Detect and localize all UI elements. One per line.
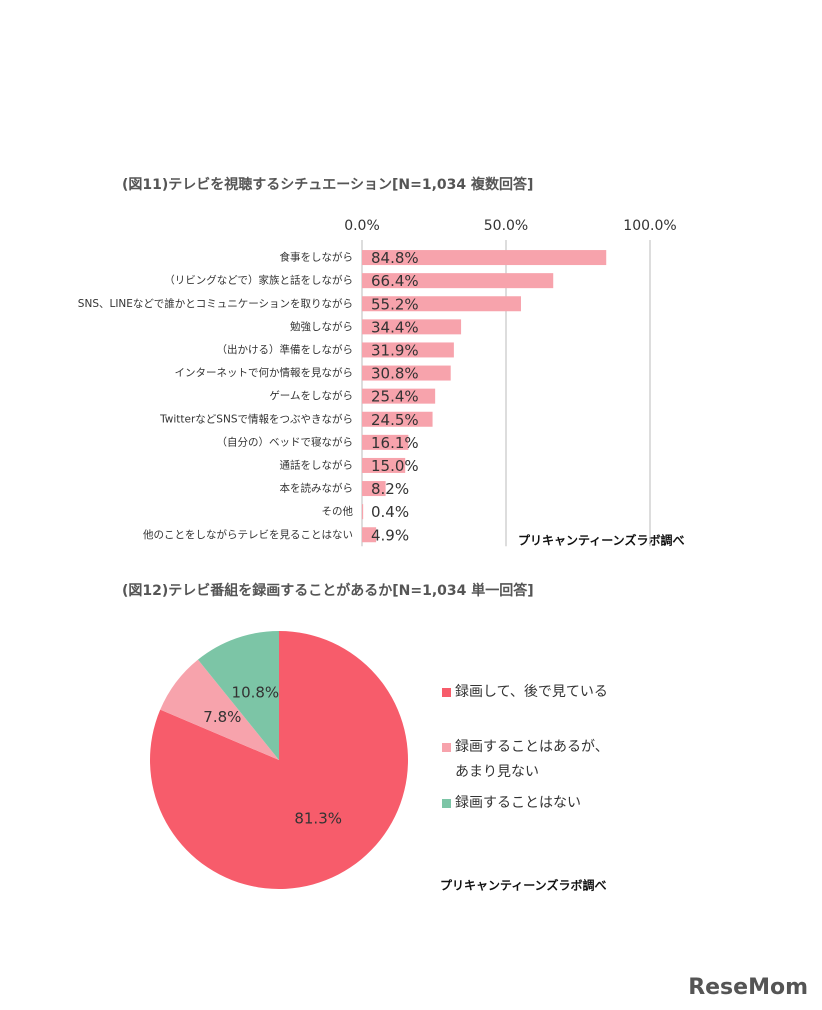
value-label: 81.3% <box>294 810 342 828</box>
value-label: 7.8% <box>203 708 241 726</box>
value-label: 24.5% <box>371 411 419 429</box>
category-label: （出かける）準備をしながら <box>217 343 354 356</box>
value-label: 10.8% <box>232 684 280 702</box>
value-label: 25.4% <box>371 388 419 406</box>
x-tick-label: 100.0% <box>623 218 676 234</box>
legend-key <box>442 688 451 697</box>
legend-key <box>442 743 451 752</box>
category-label: ゲームをしながら <box>269 389 353 402</box>
category-label: （リビングなどで）家族と話をしながら <box>164 274 353 287</box>
category-label: 通話をしながら <box>280 458 354 471</box>
bar <box>362 504 364 520</box>
category-label: インターネットで何か情報を見ながら <box>175 366 354 379</box>
x-tick-label: 0.0% <box>344 218 380 234</box>
pie-slice <box>150 631 409 889</box>
value-label: 16.1% <box>371 434 419 452</box>
category-label: 他のことをしながらテレビを見ることはない <box>143 528 353 541</box>
bar <box>362 434 409 450</box>
bar <box>362 388 436 404</box>
category-label: （自分の）ベッドで寝ながら <box>217 435 354 448</box>
source-note: プリキャンティーンズラボ調べ <box>518 533 684 548</box>
bar <box>362 296 521 312</box>
pie-slice <box>160 659 279 760</box>
value-label: 15.0% <box>371 457 419 475</box>
category-label: 食事をしながら <box>280 251 354 264</box>
value-label: 31.9% <box>371 341 419 359</box>
value-label: 34.4% <box>371 318 419 336</box>
logo: ReseMom <box>688 975 808 1000</box>
value-label: 84.8% <box>371 249 419 267</box>
category-label: SNS、LINEなどで誰かとコミュニケーションを取りながら <box>78 297 353 310</box>
bar <box>362 411 433 427</box>
legend-label: 録画することはない <box>455 795 581 811</box>
legend-key <box>442 799 451 808</box>
pie-slice <box>197 631 279 760</box>
value-label: 30.8% <box>371 365 419 383</box>
value-label: 66.4% <box>371 272 419 290</box>
bar <box>362 342 454 358</box>
source-note: プリキャンティーンズラボ調べ <box>440 878 606 893</box>
bar <box>362 273 554 289</box>
bar <box>362 527 377 543</box>
category-label: 勉強しながら <box>290 320 353 333</box>
value-label: 0.4% <box>371 503 409 521</box>
chart-title: (図12)テレビ番組を録画することがあるか[N=1,034 単一回答] <box>122 582 534 599</box>
bar <box>362 481 386 497</box>
value-label: 55.2% <box>371 295 419 313</box>
legend-label: 録画することはあるが、あまり見ない <box>455 739 609 780</box>
bar <box>362 319 462 335</box>
category-label: TwitterなどSNSで情報をつぶやきながら <box>159 412 353 425</box>
category-label: 本を読みながら <box>280 482 354 495</box>
bar <box>362 365 451 381</box>
bar <box>362 457 406 473</box>
x-tick-label: 50.0% <box>484 218 528 234</box>
value-label: 8.2% <box>371 480 409 498</box>
bar <box>362 250 607 266</box>
chart-title: (図11)テレビを視聴するシチュエーション[N=1,034 複数回答] <box>122 176 533 193</box>
value-label: 4.9% <box>371 526 409 544</box>
category-label: その他 <box>322 505 354 518</box>
legend-label: 録画して、後で見ている <box>455 684 608 700</box>
